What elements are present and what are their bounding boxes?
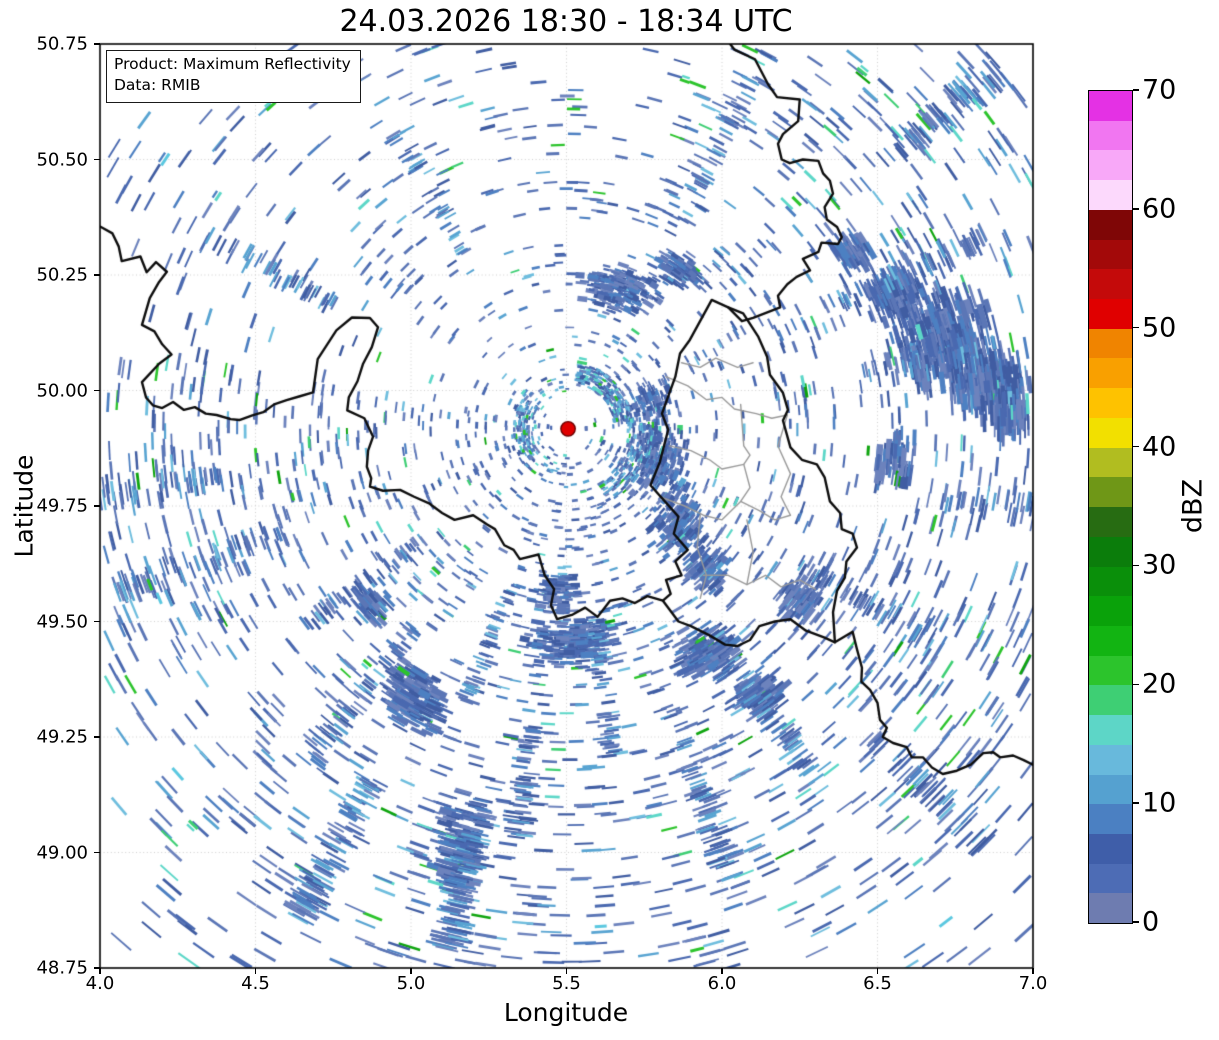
x-tick-mark bbox=[99, 968, 101, 974]
y-tick-mark bbox=[94, 967, 100, 969]
colorbar-bin bbox=[1089, 893, 1132, 924]
colorbar-tick-label: 30 bbox=[1142, 549, 1177, 581]
product-info-box: Product: Maximum Reflectivity Data: RMIB bbox=[106, 50, 361, 103]
colorbar-bin bbox=[1089, 447, 1132, 478]
colorbar-bin bbox=[1089, 804, 1132, 834]
y-tick-label: 49.50 bbox=[36, 611, 88, 632]
colorbar-tick-mark bbox=[1133, 208, 1139, 210]
colorbar-bin bbox=[1089, 328, 1132, 359]
y-tick-label: 50.50 bbox=[36, 149, 88, 170]
x-tick-mark bbox=[876, 968, 879, 974]
x-tick-mark bbox=[254, 968, 257, 974]
y-tick-mark bbox=[94, 505, 100, 507]
colorbar-tick-label: 70 bbox=[1142, 74, 1177, 106]
y-tick-label: 50.75 bbox=[36, 33, 88, 55]
colorbar-bin bbox=[1089, 477, 1132, 508]
data-source-line: Data: RMIB bbox=[114, 76, 201, 95]
y-tick-mark bbox=[94, 389, 100, 392]
colorbar-tick-label: 0 bbox=[1142, 906, 1160, 938]
colorbar-tick-mark bbox=[1133, 802, 1139, 804]
y-tick-label: 48.75 bbox=[36, 957, 88, 979]
colorbar-bin bbox=[1089, 685, 1132, 716]
product-line: Product: Maximum Reflectivity bbox=[114, 55, 351, 73]
colorbar-tick-label: 40 bbox=[1142, 431, 1177, 463]
x-tick-label: 4.5 bbox=[241, 973, 270, 994]
x-tick-label: 7.0 bbox=[1018, 973, 1048, 994]
colorbar-bin bbox=[1089, 120, 1132, 151]
x-tick-mark bbox=[565, 968, 568, 974]
colorbar-tick-mark bbox=[1133, 89, 1139, 91]
colorbar-bin bbox=[1089, 625, 1132, 656]
colorbar-bin bbox=[1089, 358, 1132, 389]
y-tick-label: 50.25 bbox=[36, 264, 88, 286]
colorbar-tick-label: 50 bbox=[1142, 312, 1177, 344]
y-tick-mark bbox=[94, 274, 100, 276]
y-tick-label: 50.00 bbox=[36, 380, 88, 401]
colorbar-bin bbox=[1089, 507, 1132, 537]
colorbar-bin bbox=[1089, 299, 1132, 329]
x-tick-mark bbox=[410, 968, 412, 974]
colorbar-tick-mark bbox=[1133, 445, 1139, 448]
colorbar-bin bbox=[1089, 863, 1132, 894]
colorbar-bin bbox=[1089, 150, 1132, 181]
x-tick-label: 4.0 bbox=[85, 973, 115, 994]
colorbar-bin bbox=[1089, 536, 1132, 567]
colorbar-bin bbox=[1089, 269, 1132, 300]
colorbar-tick-mark bbox=[1133, 326, 1139, 329]
colorbar-bin bbox=[1089, 91, 1132, 121]
colorbar-bin bbox=[1089, 388, 1132, 418]
x-tick-mark bbox=[721, 968, 723, 974]
colorbar-bin bbox=[1089, 209, 1132, 240]
x-tick-label: 6.5 bbox=[863, 973, 892, 994]
x-tick-label: 5.5 bbox=[552, 973, 581, 994]
x-axis-label: Longitude bbox=[503, 998, 629, 1027]
colorbar-tick-mark bbox=[1133, 564, 1139, 567]
colorbar-tick-mark bbox=[1133, 683, 1139, 686]
colorbar-bin bbox=[1089, 655, 1132, 686]
y-tick-mark bbox=[94, 851, 100, 854]
colorbar bbox=[1088, 90, 1133, 924]
x-tick-label: 6.0 bbox=[707, 973, 737, 994]
x-tick-mark bbox=[1032, 968, 1034, 974]
y-tick-label: 49.25 bbox=[36, 726, 88, 748]
colorbar-bin bbox=[1089, 566, 1132, 597]
figure-title: 24.03.2026 18:30 - 18:34 UTC bbox=[339, 4, 793, 39]
x-tick-label: 5.0 bbox=[396, 973, 426, 994]
colorbar-tick-label: 10 bbox=[1142, 787, 1177, 819]
colorbar-bin bbox=[1089, 774, 1132, 805]
colorbar-bin bbox=[1089, 596, 1132, 626]
y-tick-mark bbox=[94, 736, 100, 738]
colorbar-bin bbox=[1089, 715, 1132, 745]
colorbar-bin bbox=[1089, 180, 1132, 210]
colorbar-tick-label: 20 bbox=[1142, 668, 1177, 700]
colorbar-tick-mark bbox=[1133, 921, 1139, 923]
colorbar-tick-label: 60 bbox=[1142, 193, 1177, 225]
colorbar-bin bbox=[1089, 744, 1132, 775]
colorbar-unit-label: dBZ bbox=[1177, 478, 1209, 534]
y-tick-label: 49.75 bbox=[36, 495, 88, 517]
colorbar-bin bbox=[1089, 833, 1132, 864]
y-tick-label: 49.00 bbox=[36, 842, 88, 863]
y-tick-mark bbox=[94, 43, 100, 45]
colorbar-bin bbox=[1089, 239, 1132, 270]
y-tick-mark bbox=[94, 158, 100, 161]
y-tick-mark bbox=[94, 620, 100, 623]
colorbar-bin bbox=[1089, 417, 1132, 448]
